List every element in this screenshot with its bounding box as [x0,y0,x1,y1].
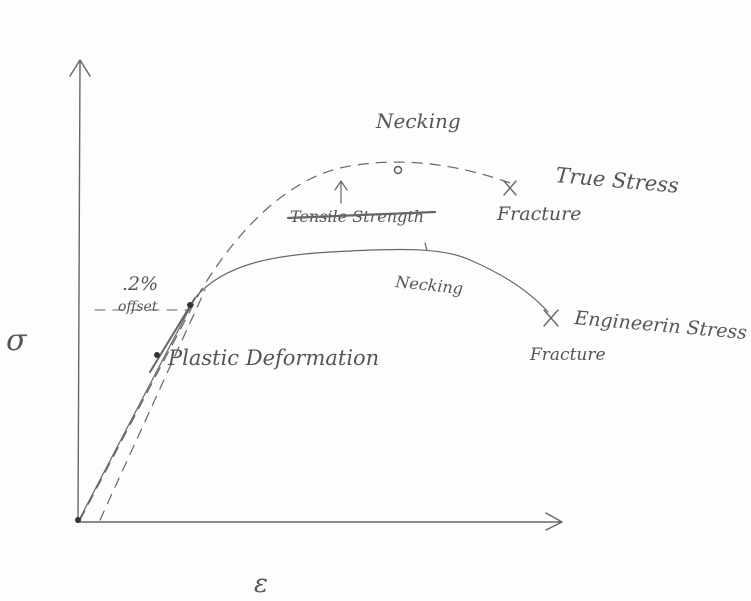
fracture-label: Fracture [529,345,606,365]
true-stress-label: True Stress [555,163,680,198]
point-marker [187,302,193,308]
strike-through [286,210,437,220]
y-axis-label: σ [6,323,28,358]
y-axis [69,59,91,523]
fracture-x [543,309,559,327]
offset-line [99,289,206,521]
plastic-deformation-label: Plastic Deformation [167,346,379,370]
fracture-x [503,180,517,196]
necking-marker [393,165,403,175]
x-axis [77,512,563,531]
tensile-strength-label: Tensile Strength [290,207,424,226]
offset-percent-label: .2% [122,273,158,295]
x-axis-label: ε [254,569,268,599]
necking-label: Necking [375,109,461,133]
up-arrow [334,180,348,204]
fracture-label: Fracture [496,203,581,225]
tick-mark [424,242,428,251]
point-marker [154,352,160,358]
necking-label: Necking [394,272,464,298]
true-stress-curve [79,161,511,521]
engineering-stress-label: Engineerin Stress [573,307,748,344]
offset-label: offset [118,299,158,315]
origin-marker [75,517,81,523]
engineering-curve [77,248,549,523]
